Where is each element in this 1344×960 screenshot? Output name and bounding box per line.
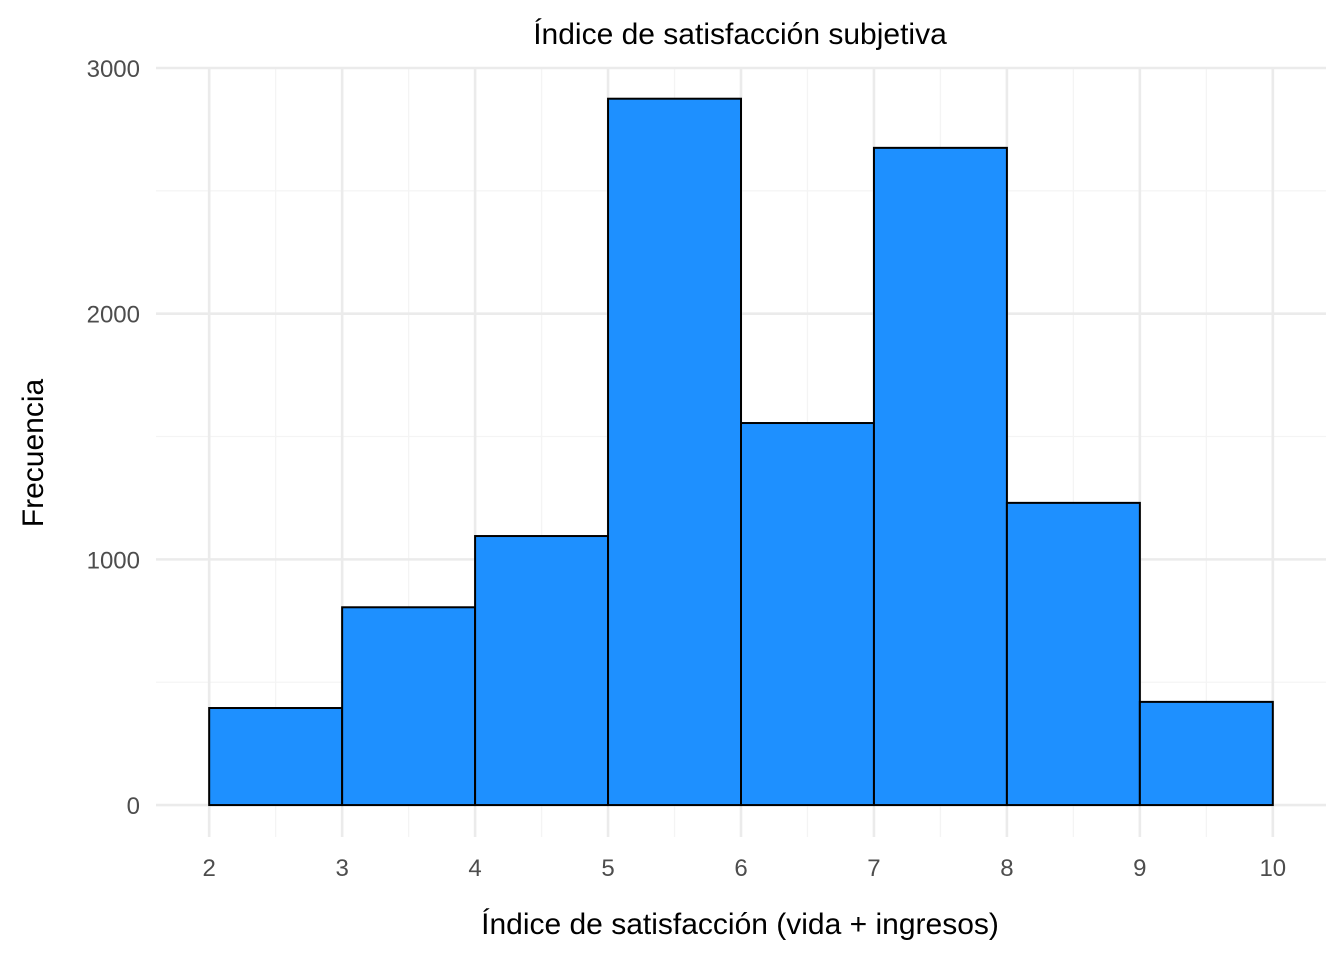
x-tick-label: 8 (1000, 855, 1013, 882)
histogram-bar (474, 535, 610, 807)
histogram-bars (208, 97, 1274, 807)
x-axis-ticks: 2 3 4 5 6 7 8 9 10 (203, 855, 1287, 882)
x-tick-label: 3 (335, 855, 348, 882)
y-tick-label: 2000 (87, 302, 140, 329)
histogram-bar (872, 146, 1008, 807)
y-tick-label: 1000 (87, 547, 140, 574)
histogram-bar (341, 606, 477, 807)
x-tick-label: 9 (1133, 855, 1146, 882)
y-tick-label: 3000 (87, 56, 140, 83)
x-axis-title: Índice de satisfacción (vida + ingresos) (481, 908, 999, 941)
histogram-bar (1005, 501, 1141, 807)
chart-title: Índice de satisfacción subjetiva (533, 18, 947, 51)
histogram-bar (740, 422, 875, 807)
y-tick-label: 0 (127, 793, 140, 820)
x-tick-label: 6 (734, 855, 747, 882)
x-tick-label: 7 (867, 855, 880, 882)
histogram-bar (1138, 700, 1274, 807)
x-tick-label: 4 (468, 855, 481, 882)
x-tick-label: 10 (1259, 855, 1286, 882)
x-tick-label: 2 (203, 855, 216, 882)
x-tick-label: 5 (601, 855, 614, 882)
histogram-bar (607, 97, 743, 807)
y-axis-title: Frecuencia (17, 378, 50, 527)
y-axis-ticks: 0 1000 2000 3000 (87, 56, 140, 820)
histogram-bar (208, 707, 344, 807)
